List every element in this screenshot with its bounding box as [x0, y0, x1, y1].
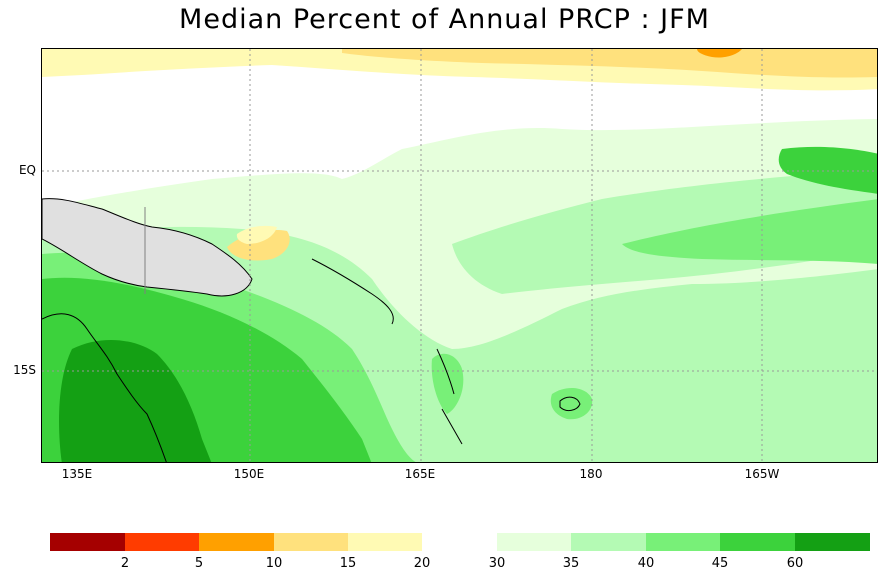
colorbar-swatch-wet-0 [497, 533, 571, 551]
lat-label-15s: 15S [13, 363, 36, 377]
wet-medium-east [622, 199, 877, 264]
lon-label-180: 180 [579, 467, 603, 481]
colorbar-label-40: 40 [637, 556, 655, 571]
colorbar-label-5: 5 [194, 556, 204, 571]
australia-coast [42, 313, 167, 462]
wet-light-central-pacific [452, 169, 877, 294]
wet-medium-fiji [550, 387, 593, 420]
map-panel [41, 48, 878, 463]
colorbar-swatch-dry-3 [274, 533, 348, 551]
colorbar-label-20: 20 [413, 556, 431, 571]
colorbar-swatch-wet-1 [571, 533, 646, 551]
colorbar-label-15: 15 [339, 556, 357, 571]
lon-label-150e: 150E [233, 467, 265, 481]
precip-map [42, 49, 877, 462]
fiji-islands [559, 396, 581, 412]
lon-label-165w: 165W [744, 467, 780, 481]
png-dry-pocket-inner [236, 225, 277, 244]
northern-dry-core [342, 49, 877, 78]
wet-max-region [59, 339, 212, 462]
lat-label-eq: EQ [18, 163, 36, 177]
colorbar-swatch-wet-2 [646, 533, 720, 551]
solomon-islands [311, 258, 394, 325]
chart-title: Median Percent of Annual PRCP : JFM [179, 4, 710, 35]
lon-label-135e: 135E [61, 467, 93, 481]
colorbar-label-10: 10 [265, 556, 283, 571]
colorbar-swatch-wet-4 [795, 533, 870, 551]
wet-strong-east [778, 146, 877, 194]
colorbar-label-35: 35 [562, 556, 580, 571]
colorbar-label-30: 30 [488, 556, 506, 571]
wet-medium-vanuatu [431, 353, 464, 414]
colorbar-swatch-dry-2 [199, 533, 274, 551]
colorbar-swatch-dry-1 [125, 533, 199, 551]
colorbar-label-60: 60 [786, 556, 804, 571]
colorbar-swatch-wet-3 [720, 533, 795, 551]
colorbar-swatch-dry-0 [50, 533, 125, 551]
northern-dry-peak [697, 49, 742, 58]
colorbar-swatch-dry-4 [348, 533, 422, 551]
vanuatu-islands [436, 348, 463, 445]
lon-label-165e: 165E [404, 467, 436, 481]
colorbar-label-2: 2 [120, 556, 130, 571]
new-guinea-coast [42, 198, 253, 297]
colorbar-label-45: 45 [711, 556, 729, 571]
